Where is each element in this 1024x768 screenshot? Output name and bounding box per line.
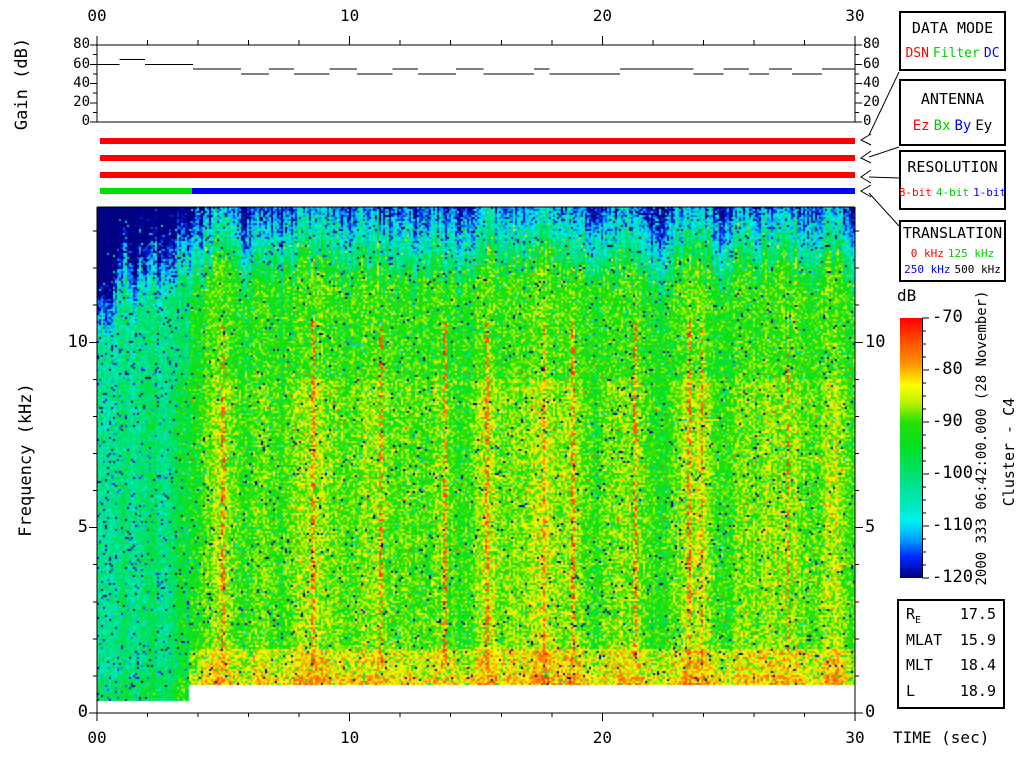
time-tick-label: 20 bbox=[592, 728, 612, 748]
legend-item: 500 kHz bbox=[954, 262, 1001, 276]
connector-arrow-translation bbox=[860, 184, 900, 227]
spectrogram-image bbox=[97, 207, 855, 713]
spacecraft-annotation: Cluster - C4 bbox=[1000, 397, 1018, 507]
table-row-label: MLT bbox=[906, 656, 934, 675]
table-row-value: 18.9 bbox=[959, 681, 996, 700]
colorbar-tick-label: -80 bbox=[932, 359, 963, 380]
legend-item: 250 kHz bbox=[904, 262, 951, 276]
legend-item: Bx bbox=[933, 118, 951, 134]
gain-ytick-label: 80 bbox=[73, 36, 90, 53]
legend-item: DSN bbox=[905, 45, 929, 61]
table-row-label: L bbox=[906, 681, 916, 700]
colorbar-tick-label: -100 bbox=[932, 463, 973, 484]
colorbar-title: dB bbox=[897, 286, 917, 305]
frequency-tick-label-right: 0 bbox=[865, 702, 876, 723]
legend-item: 8-bit bbox=[898, 185, 932, 199]
gain-ytick-label: 40 bbox=[73, 74, 90, 91]
table-row: L 18.9 bbox=[906, 682, 996, 703]
legend-row: Ez Bx By Ey bbox=[911, 117, 994, 134]
frequency-axis-label: Frequency (kHz) bbox=[16, 383, 36, 537]
legend-item: DC bbox=[983, 45, 1000, 61]
table-row-value: 18.4 bbox=[959, 656, 996, 675]
table-row: MLAT 15.9 bbox=[906, 631, 996, 652]
legend-row: DSN Filter DC bbox=[903, 44, 1001, 62]
gain-axis-label: Gain (dB) bbox=[12, 37, 32, 131]
top-axis-tick-label: 10 bbox=[340, 6, 360, 26]
frequency-tick-label: 0 bbox=[77, 702, 88, 723]
legend-item: 0 kHz bbox=[910, 246, 944, 260]
translation-bar-segment bbox=[191, 188, 855, 194]
data-mode-box: DATA MODE DSN Filter DC bbox=[899, 11, 1006, 71]
gain-ytick-label: 0 bbox=[81, 113, 90, 130]
legend-box-rows-1: Ez Bx By Ey bbox=[911, 117, 994, 134]
table-row-label: MLAT bbox=[906, 630, 943, 649]
top-axis-tick-label: 00 bbox=[87, 6, 107, 26]
legend-item: Ez bbox=[912, 118, 930, 134]
table-row-value: 17.5 bbox=[959, 605, 996, 624]
gain-ytick-label: 20 bbox=[73, 94, 90, 111]
colorbar-tick-label: -70 bbox=[932, 307, 963, 328]
time-tick-label: 10 bbox=[340, 728, 360, 748]
legend-row: 8-bit 4-bit 1-bit bbox=[897, 183, 1008, 201]
frequency-tick-label-right: 10 bbox=[865, 331, 886, 352]
legend-item: 4-bit bbox=[935, 185, 970, 199]
connector-arrow-antenna bbox=[860, 146, 900, 164]
time-axis-label: TIME (sec) bbox=[893, 728, 990, 747]
time-tick-label: 30 bbox=[845, 728, 865, 748]
ephemeris-table: RE 17.5 MLAT 15.9 MLT 18.4 L 18.9 bbox=[897, 599, 1005, 709]
frequency-tick-label: 5 bbox=[77, 517, 88, 538]
gain-ytick-label-right: 80 bbox=[863, 36, 880, 53]
time-tick-label: 00 bbox=[87, 728, 107, 748]
antenna-title: ANTENNA bbox=[920, 90, 985, 108]
antenna-box: ANTENNA Ez Bx By Ey bbox=[899, 79, 1006, 146]
table-row-value: 15.9 bbox=[959, 630, 996, 649]
legend-item: Ey bbox=[975, 118, 993, 134]
connector-arrow-resolution bbox=[860, 169, 900, 184]
legend-row: 0 kHz 125 kHz bbox=[902, 245, 1003, 261]
resolution-box: RESOLUTION 8-bit 4-bit 1-bit bbox=[899, 150, 1006, 210]
legend-box-rows-0: DSN Filter DC bbox=[903, 44, 1001, 62]
data-mode-title: DATA MODE bbox=[911, 19, 994, 38]
top-axis-tick-label: 20 bbox=[592, 6, 612, 26]
legend-item: 1-bit bbox=[973, 185, 1007, 199]
gain-ytick-label-right: 0 bbox=[863, 113, 872, 130]
translation-title: TRANSLATION bbox=[902, 224, 1003, 243]
legend-item: By bbox=[954, 118, 972, 134]
datetime-annotation: 2000 333 06:42:00.000 (28 November) bbox=[974, 290, 990, 586]
legend-item: Filter bbox=[932, 45, 980, 61]
gain-ytick-label-right: 40 bbox=[863, 74, 880, 91]
resolution-bar-segment bbox=[100, 172, 855, 178]
translation-box: TRANSLATION 0 kHz 125 kHz 250 kHz 500 kHz bbox=[899, 220, 1006, 282]
legend-box-rows-3: 0 kHz 125 kHz 250 kHz 500 kHz bbox=[902, 245, 1003, 277]
legend-row: 250 kHz 500 kHz bbox=[902, 261, 1003, 277]
frequency-tick-label-right: 5 bbox=[865, 517, 876, 538]
colorbar-tick-label: -110 bbox=[932, 515, 973, 536]
legend-box-rows-2: 8-bit 4-bit 1-bit bbox=[897, 183, 1008, 201]
translation-bar-segment bbox=[100, 188, 192, 194]
colorbar-tick-label: -90 bbox=[932, 411, 963, 432]
gain-ytick-label-right: 60 bbox=[863, 55, 880, 72]
table-row-label: RE bbox=[906, 605, 922, 627]
colorbar-tick-label: -120 bbox=[932, 567, 973, 588]
resolution-title: RESOLUTION bbox=[907, 158, 998, 177]
top-axis-tick-label: 30 bbox=[845, 6, 865, 26]
legend-item: 125 kHz bbox=[947, 246, 995, 260]
frequency-tick-label: 10 bbox=[67, 331, 88, 352]
antenna-bar-segment bbox=[100, 155, 855, 161]
data-mode-bar-segment bbox=[100, 138, 855, 144]
gain-ytick-label-right: 20 bbox=[863, 94, 880, 111]
colorbar bbox=[900, 318, 923, 578]
table-row: RE 17.5 bbox=[906, 605, 996, 626]
table-row: MLT 18.4 bbox=[906, 656, 996, 677]
gain-ytick-label: 60 bbox=[73, 55, 90, 72]
